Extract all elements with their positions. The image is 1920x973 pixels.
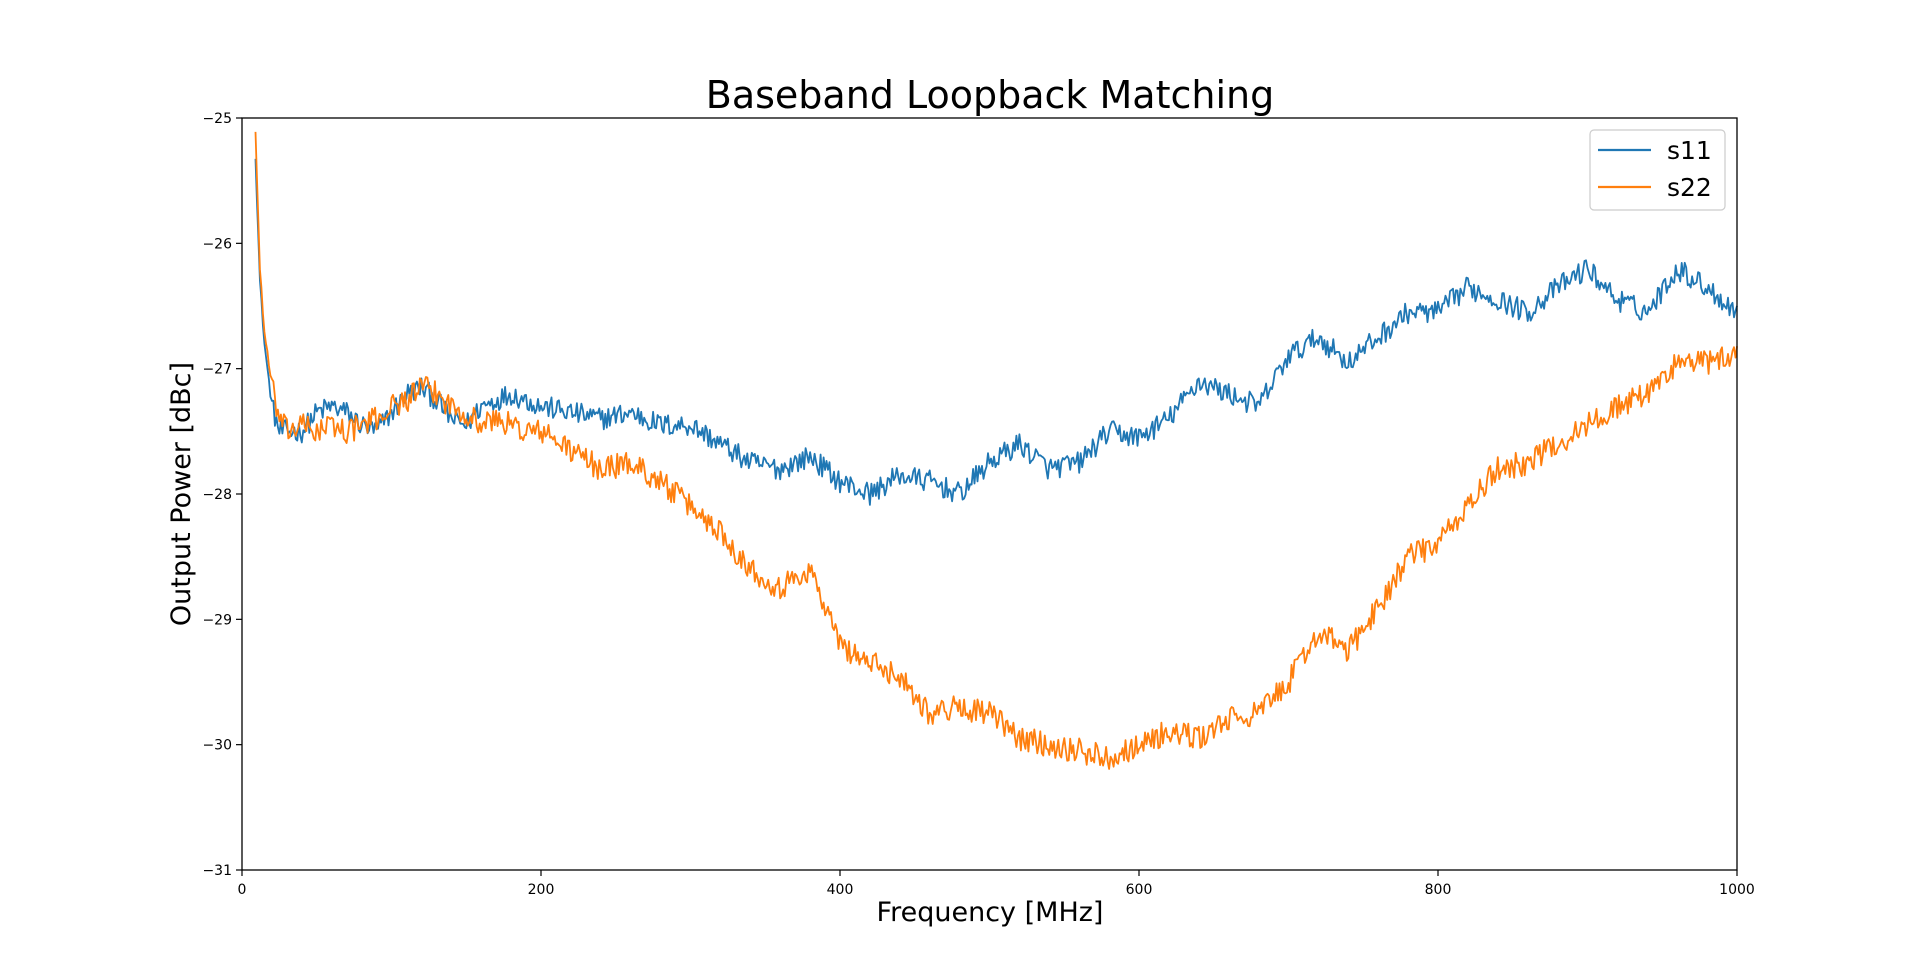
x-tick-label: 600 [1126,882,1153,898]
y-axis-label: Output Power [dBc] [166,362,197,626]
y-tick-label: −31 [202,863,232,879]
y-axis-ticks: −31 −30 −29 −28 −27 −26 −25 [202,111,242,879]
y-tick-label: −27 [202,362,232,378]
series-line-s22 [254,131,1738,770]
x-tick-label: 1000 [1719,882,1755,898]
y-tick-label: −30 [202,738,232,754]
y-tick-label: −28 [202,487,232,503]
legend-label-s22: s22 [1667,173,1712,202]
plot-series [254,131,1738,770]
x-tick-label: 200 [528,882,555,898]
x-tick-label: 800 [1425,882,1452,898]
series-line-s11 [254,158,1738,506]
y-tick-label: −25 [202,111,232,127]
y-tick-label: −26 [202,236,232,252]
x-axis-ticks: 0 200 400 600 800 1000 [238,870,1755,898]
x-axis-label: Frequency [MHz] [877,897,1104,928]
chart-title: Baseband Loopback Matching [706,73,1274,117]
x-tick-label: 0 [238,882,247,898]
legend: s11 s22 [1589,129,1726,211]
y-tick-label: −29 [202,612,232,628]
x-tick-label: 400 [827,882,854,898]
legend-label-s11: s11 [1667,136,1712,165]
